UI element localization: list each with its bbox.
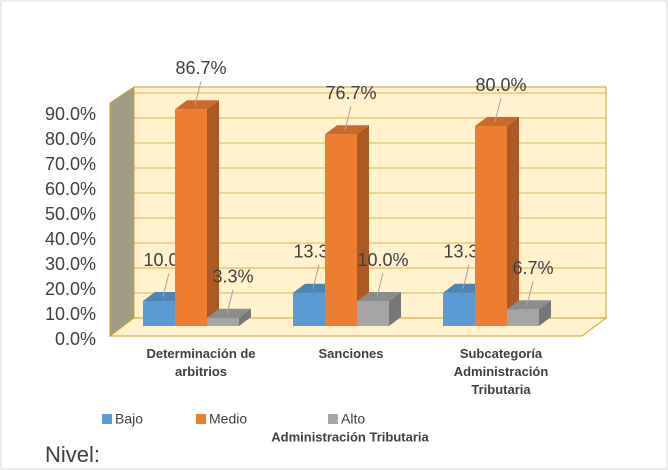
legend-title: Nivel: [45,442,100,467]
y-tick-label: 70.0% [45,154,96,174]
bar-face [175,100,219,110]
bar-face [357,292,401,301]
y-tick-label: 50.0% [45,204,96,224]
side-wall [109,86,135,337]
legend-label: Bajo [115,411,143,427]
leader-line [226,289,234,314]
leader-line [162,272,170,298]
leader-line [526,281,534,306]
bar-face [507,309,539,326]
bar-face [207,308,251,318]
leader-line [312,264,320,289]
value-label: 80.0% [475,75,526,95]
bar-face [539,300,551,326]
value-label: 6.7% [512,258,553,278]
x-tick-label: Sanciones [318,346,384,361]
bar-face [143,301,175,326]
legend-label: Medio [209,411,247,427]
leader-line [344,106,352,131]
bar-face [293,292,325,326]
bar-face [175,109,207,326]
value-label: 3.3% [212,267,253,287]
value-label: 76.7% [325,83,376,103]
bar-face [475,117,519,126]
x-axis-title: Administración Tributaria [271,429,429,444]
bar-face [325,125,369,135]
bar [325,125,369,326]
leader-line [194,81,202,106]
bar-face [507,300,551,310]
leader-line [462,264,470,289]
value-label: 10.0% [357,250,408,270]
bar-face [507,117,519,326]
leader-line [376,272,384,298]
value-label: 86.7% [175,58,226,78]
bar-face [207,100,219,326]
leader-line [494,97,502,123]
y-tick-label: 30.0% [45,254,96,274]
legend-swatch [196,414,206,424]
bar [357,292,401,326]
y-tick-label: 40.0% [45,229,96,249]
bar-face [357,301,389,326]
bar-face [207,317,239,326]
legend-label: Alto [341,411,365,427]
x-tick-label: Subcategoría Administración Tributaria [453,346,549,397]
bar-face [325,134,357,326]
bar [207,308,251,326]
y-tick-label: 0.0% [55,329,96,349]
bar [507,300,551,326]
bar-face [357,125,369,326]
bar [475,117,519,326]
bar-face [239,308,251,326]
y-tick-label: 90.0% [45,104,96,124]
y-tick-label: 20.0% [45,279,96,299]
y-tick-label: 60.0% [45,179,96,199]
bar-face [443,292,475,326]
y-tick-label: 80.0% [45,129,96,149]
legend-swatch [328,414,338,424]
bar-face [389,292,401,326]
y-tick-label: 10.0% [45,304,96,324]
bar [175,100,219,326]
x-tick-label: Determinación de arbitrios [146,346,256,379]
legend-swatch [102,414,112,424]
bar-face [475,126,507,326]
